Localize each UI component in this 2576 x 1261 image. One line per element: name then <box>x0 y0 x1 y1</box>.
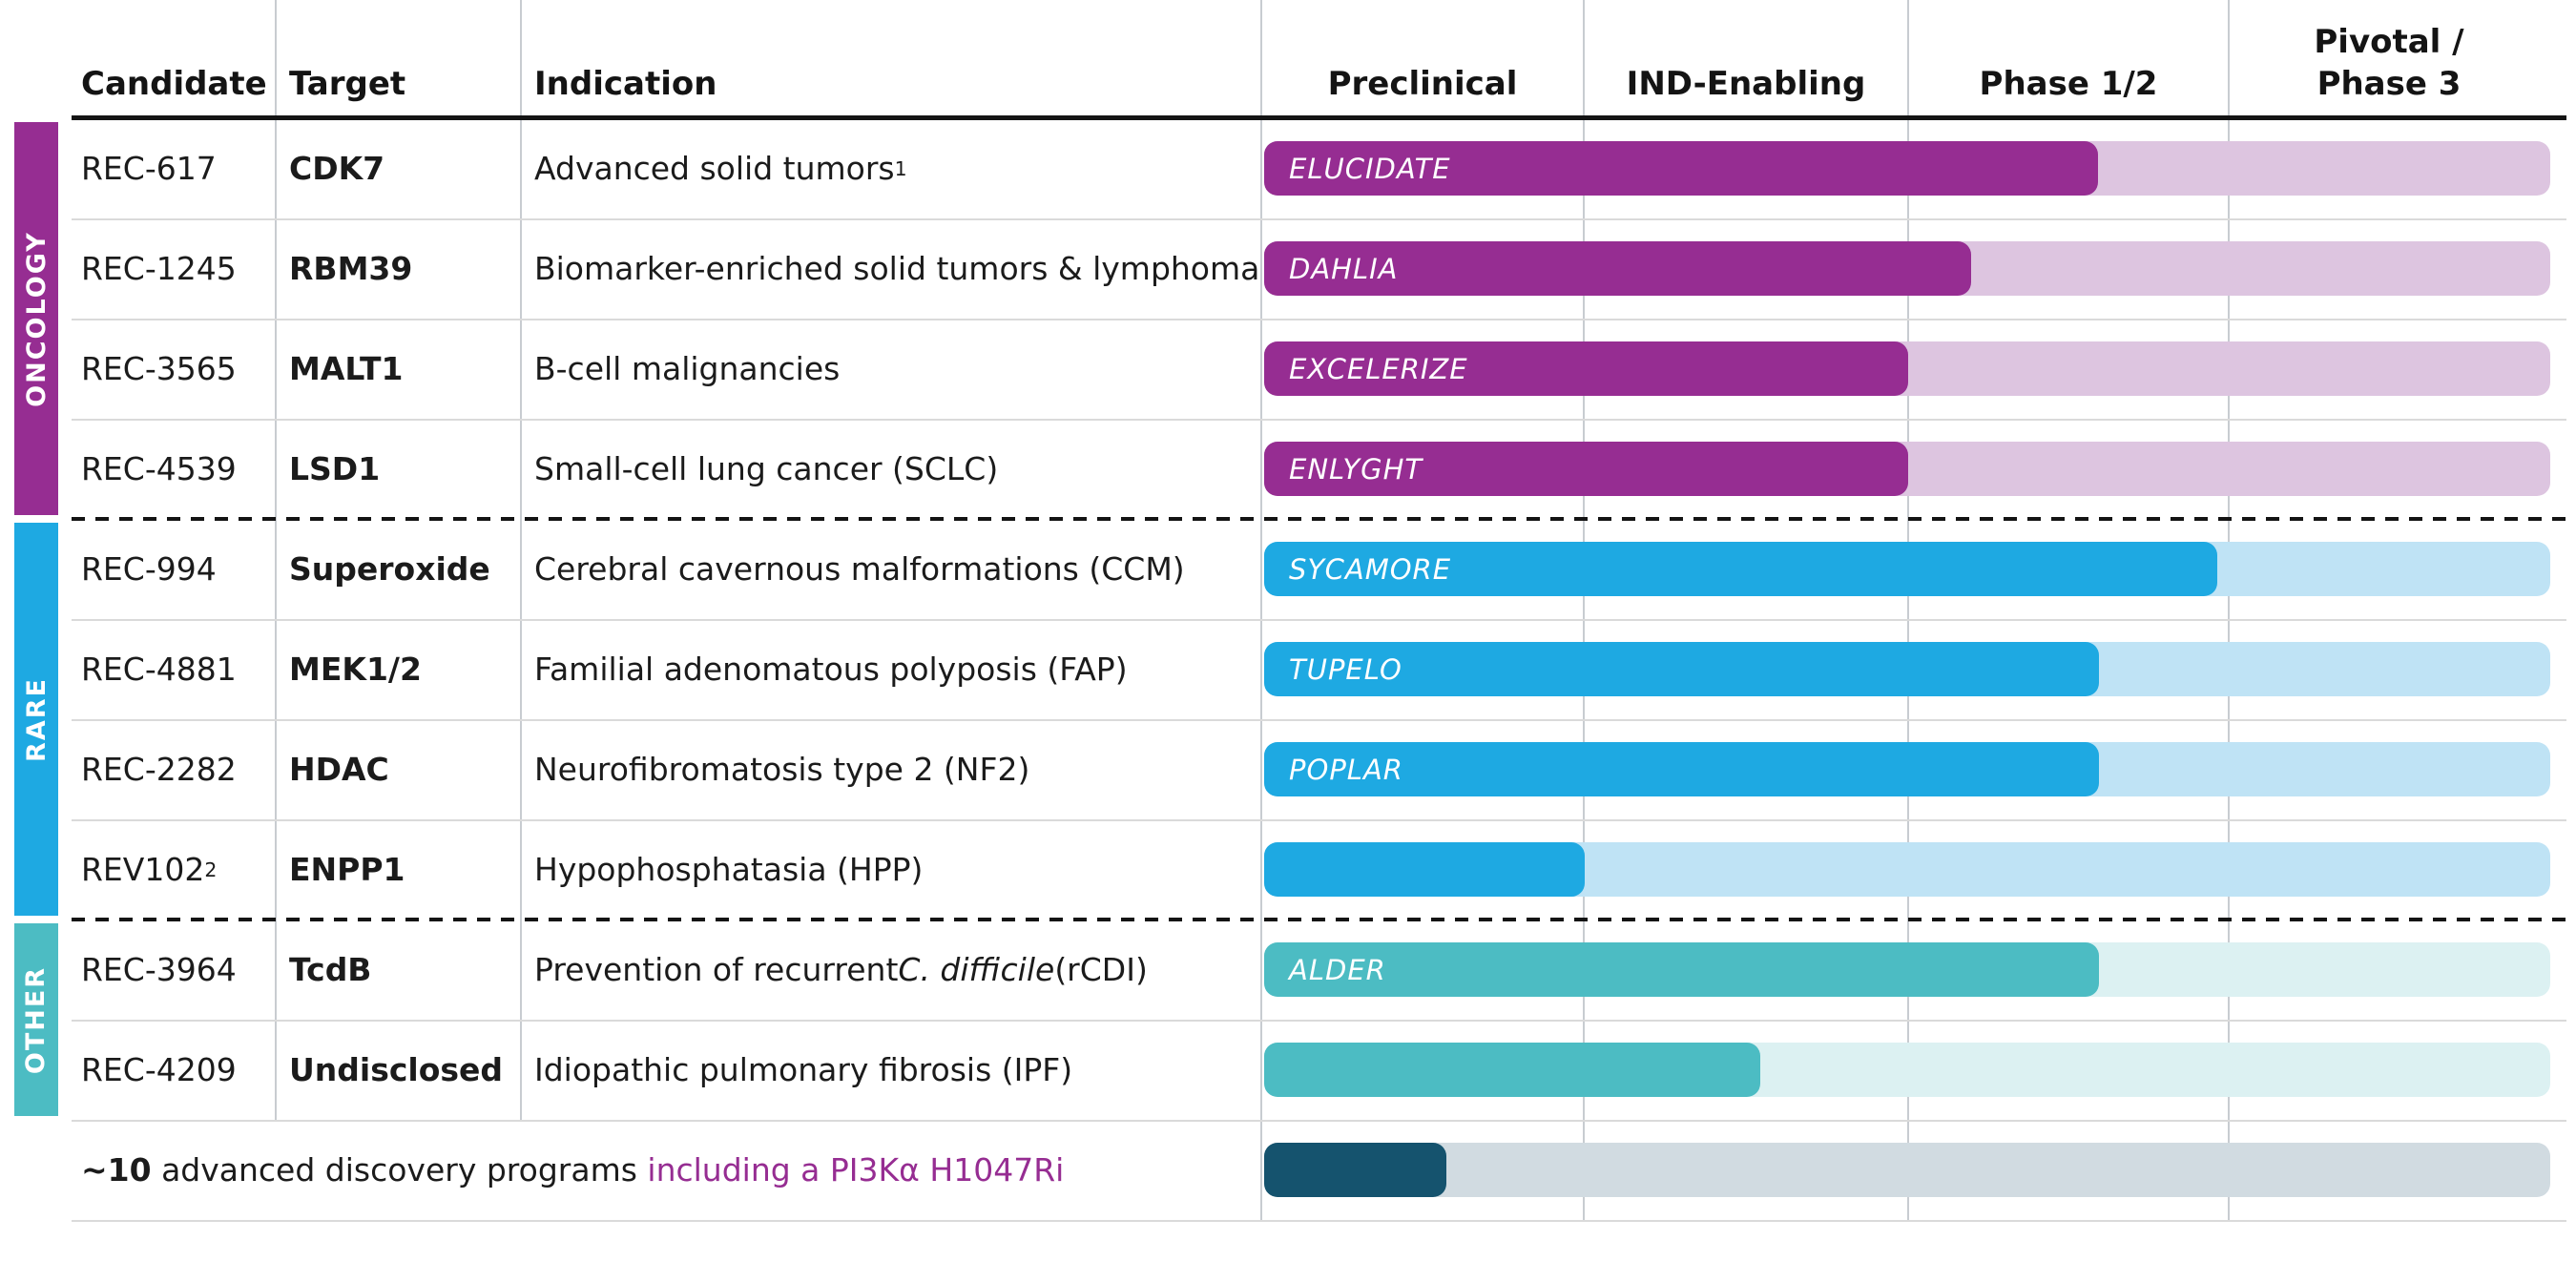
progress-bar: ENLYGHT <box>1264 442 1908 496</box>
row-divider <box>72 719 2566 721</box>
indication-cell: Small-cell lung cancer (SCLC) <box>534 450 999 487</box>
phase-header-preclinical: Preclinical <box>1327 65 1518 103</box>
pipeline-row: REC-3565 MALT1 B-cell malignancies EXCELERI… <box>0 319 2576 419</box>
discovery-progress-bar <box>1264 1143 1446 1197</box>
column-header-target: Target <box>289 65 406 103</box>
target-cell: Undisclosed <box>289 1051 504 1088</box>
column-header-candidate: Candidate <box>81 65 267 103</box>
column-divider <box>1260 0 1262 1220</box>
candidate-cell: REC-3565 <box>81 350 237 387</box>
row-divider <box>72 1120 2566 1122</box>
candidate-cell: REV102 2 <box>81 851 218 888</box>
target-cell: ENPP1 <box>289 851 405 888</box>
pipeline-row: REC-994 Superoxide Cerebral cavernous malf… <box>0 519 2576 619</box>
progress-bar: TUPELO <box>1264 642 2099 696</box>
section-sidebar-oncology: ONCOLOGY <box>14 122 58 515</box>
pipeline-row: REC-2282 HDAC Neurofibromatosis type 2 (NF… <box>0 719 2576 819</box>
row-divider <box>72 819 2566 821</box>
section-divider-dashed <box>72 918 2566 921</box>
candidate-cell: REC-4209 <box>81 1051 237 1088</box>
table-bottom-divider <box>72 1220 2566 1222</box>
discovery-text: ~10 advanced discovery programs includin… <box>81 1120 1064 1220</box>
discovery-phase-track <box>1264 1143 2550 1197</box>
candidate-cell: REC-3964 <box>81 951 237 988</box>
phase-header-pivotal-phase-3: Pivotal / Phase 3 <box>2314 23 2464 103</box>
row-divider <box>72 1020 2566 1022</box>
candidate-cell: REC-617 <box>81 150 217 187</box>
column-divider <box>2228 0 2230 1220</box>
column-header-indication: Indication <box>534 65 717 103</box>
trial-name-label: POPLAR <box>1289 753 1403 786</box>
progress-bar: ALDER <box>1264 942 2099 997</box>
discovery-highlight: including a PI3Kα H1047Ri <box>647 1151 1065 1189</box>
pipeline-row: REC-4539 LSD1 Small-cell lung cancer (SCLC… <box>0 419 2576 519</box>
header-divider <box>72 115 2566 120</box>
target-cell: HDAC <box>289 751 389 788</box>
trial-name-label: DAHLIA <box>1289 252 1399 285</box>
discovery-count: ~10 <box>81 1151 152 1189</box>
candidate-cell: REC-1245 <box>81 250 237 287</box>
row-divider <box>72 619 2566 621</box>
target-cell: MEK1/2 <box>289 651 422 688</box>
trial-name-label: SYCAMORE <box>1289 552 1452 586</box>
indication-cell: Familial adenomatous polyposis (FAP) <box>534 651 1128 688</box>
phase-header-phase-1-2: Phase 1/2 <box>1979 65 2158 103</box>
candidate-cell: REC-2282 <box>81 751 237 788</box>
indication-cell: Cerebral cavernous malformations (CCM) <box>534 550 1185 588</box>
target-cell: Superoxide <box>289 550 490 588</box>
discovery-body: advanced discovery programs <box>151 1151 648 1189</box>
trial-name-label: ELUCIDATE <box>1289 152 1451 185</box>
section-divider-dashed <box>72 517 2566 521</box>
pipeline-row: REC-4209 Undisclosed Idiopathic pulmonary … <box>0 1020 2576 1120</box>
trial-name-label: ALDER <box>1289 953 1386 986</box>
candidate-cell: REC-994 <box>81 550 217 588</box>
section-sidebar-rare: RARE <box>14 523 58 916</box>
progress-bar: EXCELERIZE <box>1264 341 1908 396</box>
target-cell: MALT1 <box>289 350 404 387</box>
column-divider <box>1907 0 1909 1220</box>
indication-cell: B-cell malignancies <box>534 350 841 387</box>
progress-bar: ELUCIDATE <box>1264 141 2098 196</box>
trial-name-label: ENLYGHT <box>1289 452 1423 486</box>
indication-cell: Biomarker-enriched solid tumors & lympho… <box>534 250 1260 287</box>
candidate-cell: REC-4881 <box>81 651 237 688</box>
indication-cell: Idiopathic pulmonary fibrosis (IPF) <box>534 1051 1073 1088</box>
pipeline-row: REC-4881 MEK1/2 Familial adenomatous polyp… <box>0 619 2576 719</box>
progress-bar: DAHLIA <box>1264 241 1971 296</box>
pipeline-row: REC-1245 RBM39 Biomarker-enriched solid tu… <box>0 218 2576 319</box>
trial-name-label: EXCELERIZE <box>1289 352 1468 385</box>
column-divider <box>1583 0 1585 1220</box>
indication-cell: Hypophosphatasia (HPP) <box>534 851 924 888</box>
target-cell: TcdB <box>289 951 372 988</box>
section-sidebar-other: OTHER <box>14 923 58 1116</box>
column-divider <box>520 0 522 1120</box>
indication-cell: Advanced solid tumors 1 <box>534 150 907 187</box>
indication-cell: Prevention of recurrent C. difficile (rC… <box>534 951 1148 988</box>
phase-header-ind-enabling: IND-Enabling <box>1626 65 1866 103</box>
pipeline-row: REC-617 CDK7 Advanced solid tumors 1 ELUCIDA… <box>0 118 2576 218</box>
progress-bar: SYCAMORE <box>1264 542 2217 596</box>
row-divider <box>72 419 2566 421</box>
target-cell: LSD1 <box>289 450 381 487</box>
indication-cell: Neurofibromatosis type 2 (NF2) <box>534 751 1030 788</box>
target-cell: RBM39 <box>289 250 413 287</box>
progress-bar <box>1264 1043 1760 1097</box>
pipeline-row: REV102 2 ENPP1 Hypophosphatasia (HPP) <box>0 819 2576 920</box>
pipeline-row: REC-3964 TcdB Prevention of recurrent C. d… <box>0 920 2576 1020</box>
column-divider <box>275 0 277 1120</box>
progress-bar: POPLAR <box>1264 742 2099 796</box>
target-cell: CDK7 <box>289 150 385 187</box>
row-divider <box>72 218 2566 220</box>
trial-name-label: TUPELO <box>1289 652 1402 686</box>
row-divider <box>72 319 2566 320</box>
candidate-cell: REC-4539 <box>81 450 237 487</box>
progress-bar <box>1264 842 1585 897</box>
